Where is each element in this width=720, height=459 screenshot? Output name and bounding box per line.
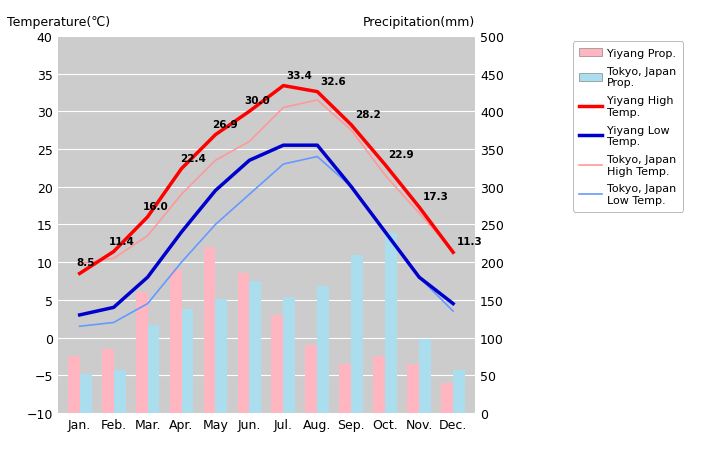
Bar [385,234,397,413]
Bar [249,281,261,413]
Text: 26.9: 26.9 [212,119,238,129]
Bar [284,297,295,413]
Bar [148,325,159,413]
Text: 28.2: 28.2 [355,110,380,119]
Bar [453,370,465,413]
Text: Temperature(℃): Temperature(℃) [7,16,111,29]
Text: 17.3: 17.3 [423,191,449,202]
Bar [318,286,329,413]
Text: 11.4: 11.4 [109,236,135,246]
Text: 11.3: 11.3 [456,237,482,247]
Bar [68,357,80,413]
Text: 33.4: 33.4 [287,70,312,80]
Text: 30.0: 30.0 [244,96,270,106]
Bar [181,309,194,413]
Bar [204,247,215,413]
Bar [374,357,385,413]
Bar [215,299,228,413]
Bar [80,374,91,413]
Bar [441,383,453,413]
Bar [271,315,284,413]
Bar [135,293,148,413]
Text: 22.4: 22.4 [180,153,206,163]
Bar [339,364,351,413]
Bar [408,364,419,413]
Bar [305,345,318,413]
Text: 22.9: 22.9 [389,150,414,159]
Text: 16.0: 16.0 [143,202,168,211]
Bar [238,274,249,413]
Bar [170,270,181,413]
Legend: Yiyang Prop., Tokyo, Japan
Prop., Yiyang High
Temp., Yiyang Low
Temp., Tokyo, Ja: Yiyang Prop., Tokyo, Japan Prop., Yiyang… [572,42,683,212]
Bar [351,255,363,413]
Bar [419,339,431,413]
Text: 32.6: 32.6 [320,77,346,86]
Text: 8.5: 8.5 [76,258,95,268]
Bar [114,370,125,413]
Bar [102,349,114,413]
Text: Precipitation(mm): Precipitation(mm) [363,16,475,29]
